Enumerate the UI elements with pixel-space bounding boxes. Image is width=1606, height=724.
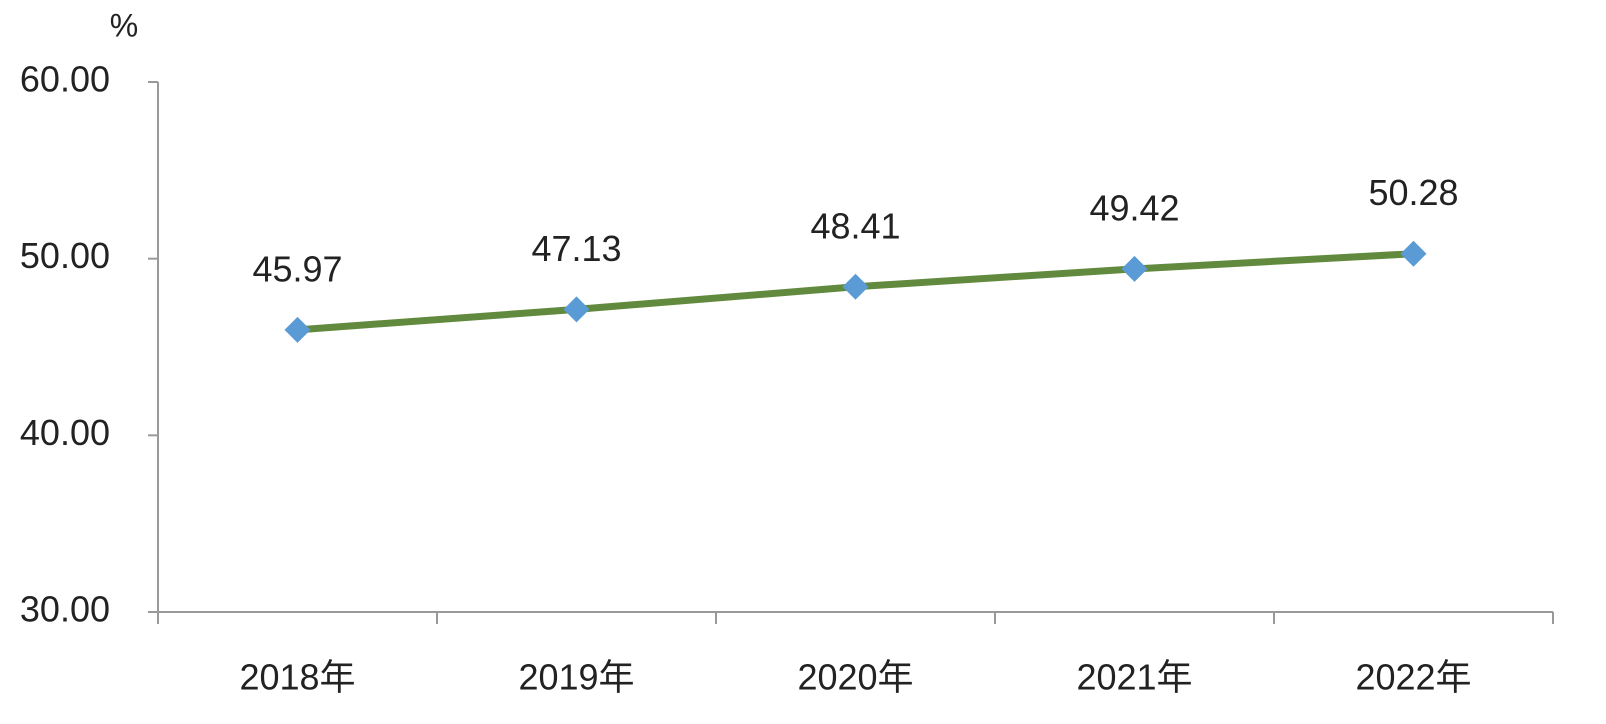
y-tick-label: 30.00 — [20, 589, 110, 630]
data-point — [284, 316, 311, 343]
data-point — [1121, 255, 1148, 282]
data-point — [842, 273, 869, 300]
y-tick-label: 60.00 — [20, 59, 110, 100]
x-tick-label: 2018年 — [239, 657, 355, 698]
x-tick-label: 2019年 — [518, 657, 634, 698]
data-label: 50.28 — [1368, 172, 1458, 213]
data-label: 47.13 — [531, 228, 621, 269]
x-tick-label: 2020年 — [797, 657, 913, 698]
data-label: 48.41 — [810, 205, 900, 246]
y-axis-unit: % — [110, 7, 138, 43]
data-point — [563, 296, 590, 323]
y-tick-label: 40.00 — [20, 412, 110, 453]
y-tick-label: 50.00 — [20, 235, 110, 276]
x-tick-label: 2021年 — [1076, 657, 1192, 698]
data-label: 45.97 — [252, 248, 342, 289]
data-point — [1400, 240, 1427, 267]
data-label: 49.42 — [1089, 187, 1179, 228]
x-tick-label: 2022年 — [1355, 657, 1471, 698]
